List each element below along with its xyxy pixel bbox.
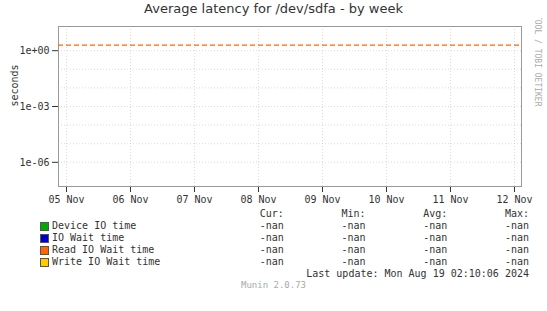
- html-text:-nan: -nan: [259, 220, 284, 231]
- html-text:-nan: -nan: [423, 256, 448, 267]
- html-text:-nan: -nan: [504, 256, 529, 267]
- svg-text:12 Nov: 12 Nov: [496, 194, 532, 205]
- html-text:-nan: -nan: [259, 232, 284, 243]
- svg-text:seconds: seconds: [9, 64, 20, 106]
- html-text:IO Wait time: IO Wait time: [52, 232, 125, 243]
- html-text:Average latency for /dev/sdfa: Average latency for /dev/sdfa - by week: [144, 1, 403, 16]
- html-text:-nan: -nan: [341, 232, 366, 243]
- svg-text:07 Nov: 07 Nov: [176, 194, 212, 205]
- svg-text:1e-03: 1e-03: [19, 101, 49, 112]
- html-text:-nan: -nan: [259, 256, 284, 267]
- html-text:Avg:: Avg:: [423, 208, 448, 219]
- html-text:Munin 2.0.73: Munin 2.0.73: [241, 280, 306, 290]
- svg-text:09 Nov: 09 Nov: [304, 194, 340, 205]
- html-text:Min:: Min:: [341, 208, 366, 219]
- html-text:Max:: Max:: [504, 208, 529, 219]
- svg-text:05 Nov: 05 Nov: [48, 194, 84, 205]
- html-text:-nan: -nan: [423, 220, 448, 231]
- svg-text:RRDTOOL / TOBI OETIKER: RRDTOOL / TOBI OETIKER: [533, 18, 542, 107]
- svg-text:1e+00: 1e+00: [19, 45, 49, 56]
- html-text:-nan: -nan: [341, 256, 366, 267]
- html-text:-nan: -nan: [423, 244, 448, 255]
- html-text:Cur:: Cur:: [259, 208, 284, 219]
- svg-text:10 Nov: 10 Nov: [368, 194, 404, 205]
- svg-text:11 Nov: 11 Nov: [432, 194, 468, 205]
- html-text:-nan: -nan: [504, 220, 529, 231]
- html-text:Last update: Mon Aug 19 02:10:: Last update: Mon Aug 19 02:10:06 2024: [306, 268, 529, 279]
- html-text:-nan: -nan: [259, 244, 284, 255]
- html-text:-nan: -nan: [504, 232, 529, 243]
- svg-text:06 Nov: 06 Nov: [112, 194, 148, 205]
- html-text:-nan: -nan: [341, 244, 366, 255]
- svg-text:08 Nov: 08 Nov: [240, 194, 276, 205]
- html-text:-nan: -nan: [504, 244, 529, 255]
- svg-text:1e-06: 1e-06: [19, 157, 49, 168]
- html-text:Write IO Wait time: Write IO Wait time: [52, 256, 161, 267]
- html-text:-nan: -nan: [341, 220, 366, 231]
- html-text:Device IO time: Device IO time: [52, 220, 137, 231]
- html-text:Read IO Wait time: Read IO Wait time: [52, 244, 155, 255]
- html-text:-nan: -nan: [423, 232, 448, 243]
